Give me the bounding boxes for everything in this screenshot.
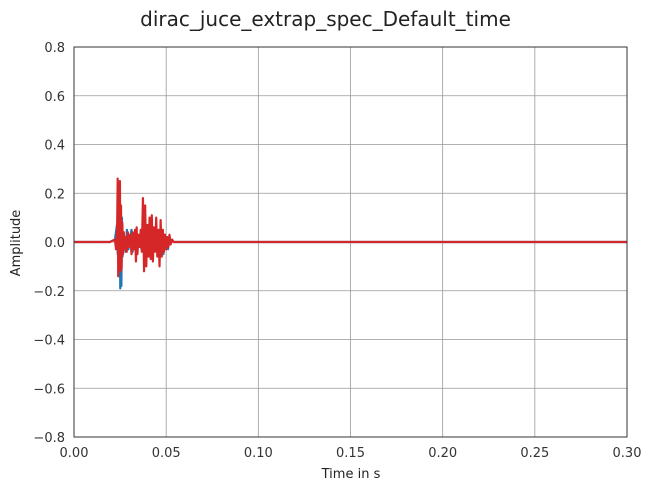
chart-title: dirac_juce_extrap_spec_Default_time	[140, 7, 511, 31]
x-tick-label: 0.05	[152, 446, 181, 461]
x-tick-label: 0.25	[520, 446, 549, 461]
x-axis-label: Time in s	[321, 467, 381, 482]
x-tick-label: 0.15	[336, 446, 365, 461]
y-tick-label: −0.6	[33, 382, 65, 397]
y-tick-label: −0.2	[33, 285, 65, 300]
y-tick-label: 0.6	[44, 90, 65, 105]
x-tick-label: 0.20	[428, 446, 457, 461]
y-tick-label: −0.8	[33, 431, 65, 446]
y-tick-label: −0.4	[33, 334, 65, 349]
y-tick-label: 0.8	[44, 41, 65, 56]
series-line-2	[74, 177, 627, 278]
y-tick-label: 0.2	[44, 187, 65, 202]
x-tick-label: 0.30	[613, 446, 642, 461]
y-tick-label: 0.0	[44, 236, 65, 251]
x-tick-label: 0.00	[60, 446, 89, 461]
axes-frame	[73, 46, 628, 438]
series-layer	[74, 177, 627, 290]
y-axis-label: Amplitude	[9, 210, 24, 277]
axes-layer: 0.00 0.05 0.10 0.15 0.20 0.25 0.30 −0.8 −0.6 −0.4…	[33, 41, 641, 461]
x-tick-label: 0.10	[244, 446, 273, 461]
y-tick-label: 0.4	[44, 139, 65, 154]
